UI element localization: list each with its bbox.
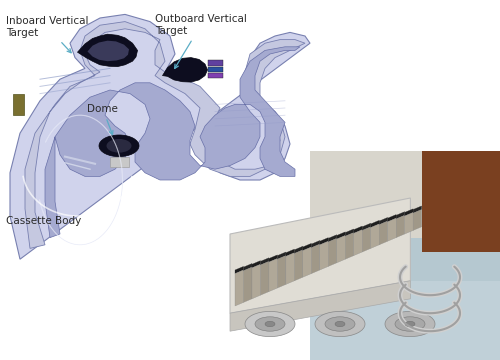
Polygon shape: [346, 229, 354, 236]
Bar: [422, 151, 500, 252]
Text: Outboard Vertical
Target: Outboard Vertical Target: [155, 14, 247, 68]
Polygon shape: [379, 221, 388, 245]
Polygon shape: [346, 233, 354, 259]
Ellipse shape: [245, 311, 295, 337]
Polygon shape: [10, 14, 310, 259]
Polygon shape: [162, 58, 208, 82]
Bar: [208, 73, 222, 78]
Polygon shape: [413, 210, 422, 230]
Polygon shape: [312, 240, 320, 248]
Polygon shape: [244, 264, 252, 271]
Ellipse shape: [325, 317, 355, 331]
Polygon shape: [354, 230, 362, 256]
Polygon shape: [252, 261, 260, 268]
Polygon shape: [312, 244, 320, 274]
Polygon shape: [303, 247, 312, 277]
Bar: [220, 151, 422, 238]
Text: Cassette Body: Cassette Body: [6, 216, 81, 226]
Polygon shape: [260, 261, 269, 295]
Polygon shape: [25, 22, 305, 248]
Polygon shape: [88, 41, 129, 61]
Bar: [0, 0, 310, 360]
Polygon shape: [110, 157, 129, 167]
Ellipse shape: [106, 139, 132, 153]
Polygon shape: [320, 241, 328, 270]
Ellipse shape: [265, 321, 275, 327]
Polygon shape: [404, 212, 413, 234]
Bar: [220, 281, 500, 360]
Polygon shape: [235, 270, 244, 306]
Ellipse shape: [99, 135, 139, 157]
Polygon shape: [230, 198, 410, 313]
Ellipse shape: [335, 321, 345, 327]
Polygon shape: [328, 235, 337, 242]
Polygon shape: [362, 227, 370, 252]
Polygon shape: [244, 267, 252, 302]
Bar: [220, 151, 500, 360]
Polygon shape: [252, 264, 260, 299]
Polygon shape: [45, 47, 300, 238]
Polygon shape: [286, 249, 294, 256]
Bar: [208, 60, 222, 66]
Polygon shape: [328, 238, 337, 266]
Polygon shape: [354, 226, 362, 233]
Ellipse shape: [255, 317, 285, 331]
Polygon shape: [269, 258, 278, 292]
Polygon shape: [278, 252, 286, 259]
Polygon shape: [362, 223, 370, 230]
Polygon shape: [396, 215, 404, 238]
Polygon shape: [260, 258, 269, 265]
Polygon shape: [404, 209, 413, 216]
Polygon shape: [294, 250, 303, 281]
Ellipse shape: [395, 317, 425, 331]
Polygon shape: [396, 212, 404, 219]
Polygon shape: [413, 206, 422, 213]
Text: Dome: Dome: [88, 104, 118, 135]
Polygon shape: [337, 232, 345, 239]
Bar: [208, 67, 222, 72]
Polygon shape: [303, 243, 312, 251]
Polygon shape: [278, 256, 286, 288]
Polygon shape: [370, 224, 379, 248]
Polygon shape: [235, 266, 244, 274]
Polygon shape: [286, 253, 294, 284]
Ellipse shape: [315, 311, 365, 337]
Text: Inboard Vertical
Target: Inboard Vertical Target: [6, 16, 88, 53]
Polygon shape: [294, 246, 303, 253]
Polygon shape: [388, 218, 396, 241]
Polygon shape: [269, 255, 278, 262]
Polygon shape: [320, 238, 328, 245]
Polygon shape: [230, 281, 410, 331]
Polygon shape: [78, 34, 138, 67]
Polygon shape: [337, 235, 345, 263]
Bar: [12, 94, 24, 115]
Ellipse shape: [385, 311, 435, 337]
Ellipse shape: [405, 321, 415, 327]
Polygon shape: [370, 220, 379, 228]
Polygon shape: [388, 215, 396, 222]
Polygon shape: [379, 217, 388, 225]
